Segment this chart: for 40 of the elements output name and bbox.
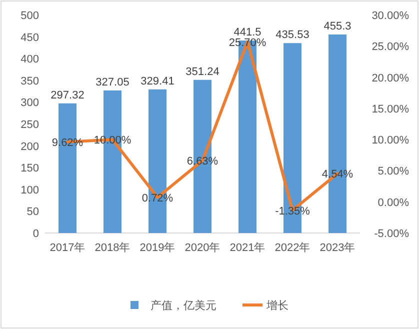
y2-tick-label: 20.00%	[372, 72, 410, 84]
y-tick-label: 200	[20, 140, 39, 153]
data-label: 435.53	[276, 29, 310, 42]
y-tick-label: 150	[20, 162, 39, 175]
data-label: 441.5	[234, 26, 262, 39]
y2-tick-label: 30.00%	[372, 10, 410, 22]
y-tick-label: 400	[20, 54, 39, 66]
data-label: 329.41	[140, 75, 174, 88]
legend-label: 增长	[266, 299, 288, 312]
y-tick-label: 450	[20, 32, 39, 44]
data-label: 351.24	[186, 66, 220, 78]
data-label: 4.54%	[322, 168, 354, 181]
y2-tick-label: 0.00%	[378, 196, 410, 209]
x-tick-label: 2022年	[274, 242, 310, 254]
data-label: 297.32	[50, 89, 84, 102]
y2-tick-label: -5.00%	[374, 228, 410, 240]
data-label: 9.62%	[52, 136, 84, 149]
y-tick-label: 0	[32, 228, 39, 240]
data-label: 455.3	[324, 20, 352, 32]
x-tick-label: 2017年	[50, 242, 86, 254]
y2-tick-label: 25.00%	[372, 41, 410, 54]
y-tick-label: 250	[20, 119, 39, 131]
legend-label: 产值，亿美元	[150, 299, 216, 312]
x-tick-label: 2021年	[230, 242, 266, 254]
y2-tick-label: 10.00%	[372, 134, 410, 147]
x-tick-label: 2023年	[320, 242, 356, 254]
x-tick-label: 2020年	[184, 242, 220, 254]
y-tick-label: 300	[20, 97, 39, 110]
data-label: 10.00%	[94, 134, 132, 147]
y-tick-label: 50	[26, 206, 39, 218]
y-tick-label: 100	[20, 184, 39, 196]
data-label: -1.35%	[275, 205, 310, 218]
x-tick-label: 2018年	[94, 242, 130, 254]
y-tick-label: 500	[20, 10, 39, 22]
y2-tick-label: 5.00%	[378, 166, 410, 178]
y-tick-label: 350	[20, 75, 39, 88]
x-tick-label: 2019年	[140, 242, 176, 254]
data-label: 327.05	[96, 76, 130, 88]
data-label: 6.63%	[186, 156, 218, 168]
y2-tick-label: 15.00%	[372, 103, 410, 116]
